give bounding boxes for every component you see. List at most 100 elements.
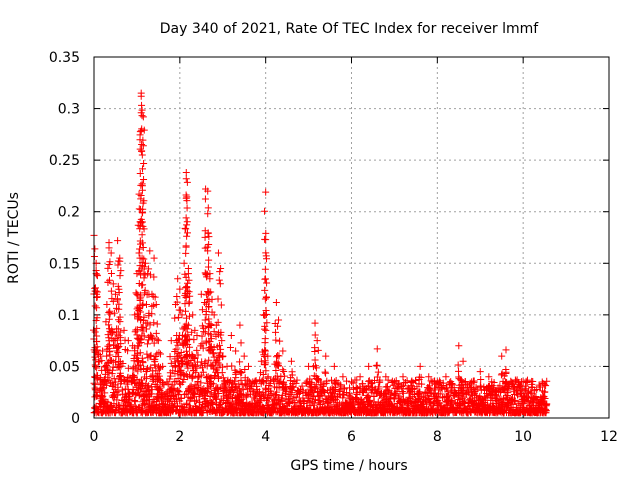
- data-point: [175, 351, 183, 359]
- data-point: [275, 316, 283, 324]
- data-point: [313, 337, 321, 345]
- data-point: [346, 398, 354, 406]
- data-point: [261, 207, 269, 215]
- data-point: [140, 160, 148, 168]
- baseline-point: [543, 400, 551, 408]
- data-point: [139, 142, 147, 150]
- data-point: [399, 389, 407, 397]
- data-point: [157, 350, 165, 358]
- data-point: [99, 347, 107, 355]
- y-tick-label: 0: [71, 411, 80, 427]
- data-point: [541, 388, 549, 396]
- data-point: [219, 374, 227, 382]
- x-tick-label: 0: [90, 429, 99, 445]
- data-point: [193, 331, 201, 339]
- baseline-point: [523, 376, 531, 384]
- data-point: [383, 392, 391, 400]
- data-point: [459, 357, 467, 365]
- data-point: [148, 302, 156, 310]
- data-point: [257, 357, 265, 365]
- data-point: [117, 340, 125, 348]
- data-point: [261, 335, 269, 343]
- baseline-point: [323, 396, 331, 404]
- baseline-point: [520, 404, 528, 412]
- data-point: [182, 169, 190, 177]
- data-point: [235, 395, 243, 403]
- data-point: [536, 383, 544, 391]
- baseline-point: [298, 382, 306, 390]
- data-point: [111, 386, 119, 394]
- data-point: [236, 321, 244, 329]
- data-point: [115, 300, 123, 308]
- x-tick-label: 12: [600, 429, 618, 445]
- baseline-point: [174, 341, 182, 349]
- baseline-point: [436, 379, 444, 387]
- data-point: [311, 331, 319, 339]
- data-point: [261, 322, 269, 330]
- data-point: [91, 381, 99, 389]
- data-point: [185, 288, 193, 296]
- baseline-point: [101, 389, 109, 397]
- data-point: [133, 290, 141, 298]
- data-point: [198, 322, 206, 330]
- data-point: [138, 182, 146, 190]
- baseline-point: [423, 400, 431, 408]
- data-point: [272, 336, 280, 344]
- data-point: [176, 285, 184, 293]
- baseline-point: [273, 372, 281, 380]
- data-point: [96, 379, 104, 387]
- data-point: [105, 261, 113, 269]
- data-point: [272, 360, 280, 368]
- data-point: [153, 320, 161, 328]
- data-point: [442, 373, 450, 381]
- baseline-point: [281, 372, 289, 380]
- data-point: [183, 221, 191, 229]
- data-point: [216, 280, 224, 288]
- baseline-point: [175, 388, 183, 396]
- baseline-point: [190, 353, 198, 361]
- baseline-point: [187, 394, 195, 402]
- data-point: [356, 383, 364, 391]
- data-point: [138, 141, 146, 149]
- data-point: [213, 343, 221, 351]
- data-point: [224, 376, 232, 384]
- data-point: [185, 298, 193, 306]
- data-point: [182, 242, 190, 250]
- baseline-point: [180, 391, 188, 399]
- data-point: [443, 393, 451, 401]
- data-point: [339, 394, 347, 402]
- data-point: [159, 362, 167, 370]
- data-point: [215, 276, 223, 284]
- data-point: [139, 358, 147, 366]
- baseline-point: [336, 381, 344, 389]
- baseline-point: [439, 379, 447, 387]
- data-point: [136, 254, 144, 262]
- data-point: [131, 347, 139, 355]
- baseline-point: [346, 384, 354, 392]
- data-point: [142, 375, 150, 383]
- data-point: [185, 276, 193, 284]
- data-point: [538, 398, 546, 406]
- data-point: [91, 302, 99, 310]
- data-point: [140, 175, 148, 183]
- data-point: [150, 254, 158, 262]
- data-point: [154, 337, 162, 345]
- data-point: [146, 247, 154, 255]
- data-point: [185, 387, 193, 395]
- data-point: [189, 311, 197, 319]
- data-point: [455, 373, 463, 381]
- baseline-point: [406, 389, 414, 397]
- baseline-point: [174, 387, 182, 395]
- baseline-point: [131, 402, 139, 410]
- data-point: [460, 393, 468, 401]
- data-point: [223, 386, 231, 394]
- data-point: [261, 347, 269, 355]
- data-point: [108, 335, 116, 343]
- data-point: [116, 363, 124, 371]
- data-point: [114, 237, 122, 245]
- data-point: [219, 363, 227, 371]
- data-point: [182, 336, 190, 344]
- data-point: [139, 281, 147, 289]
- data-point: [137, 384, 145, 392]
- data-point: [198, 332, 206, 340]
